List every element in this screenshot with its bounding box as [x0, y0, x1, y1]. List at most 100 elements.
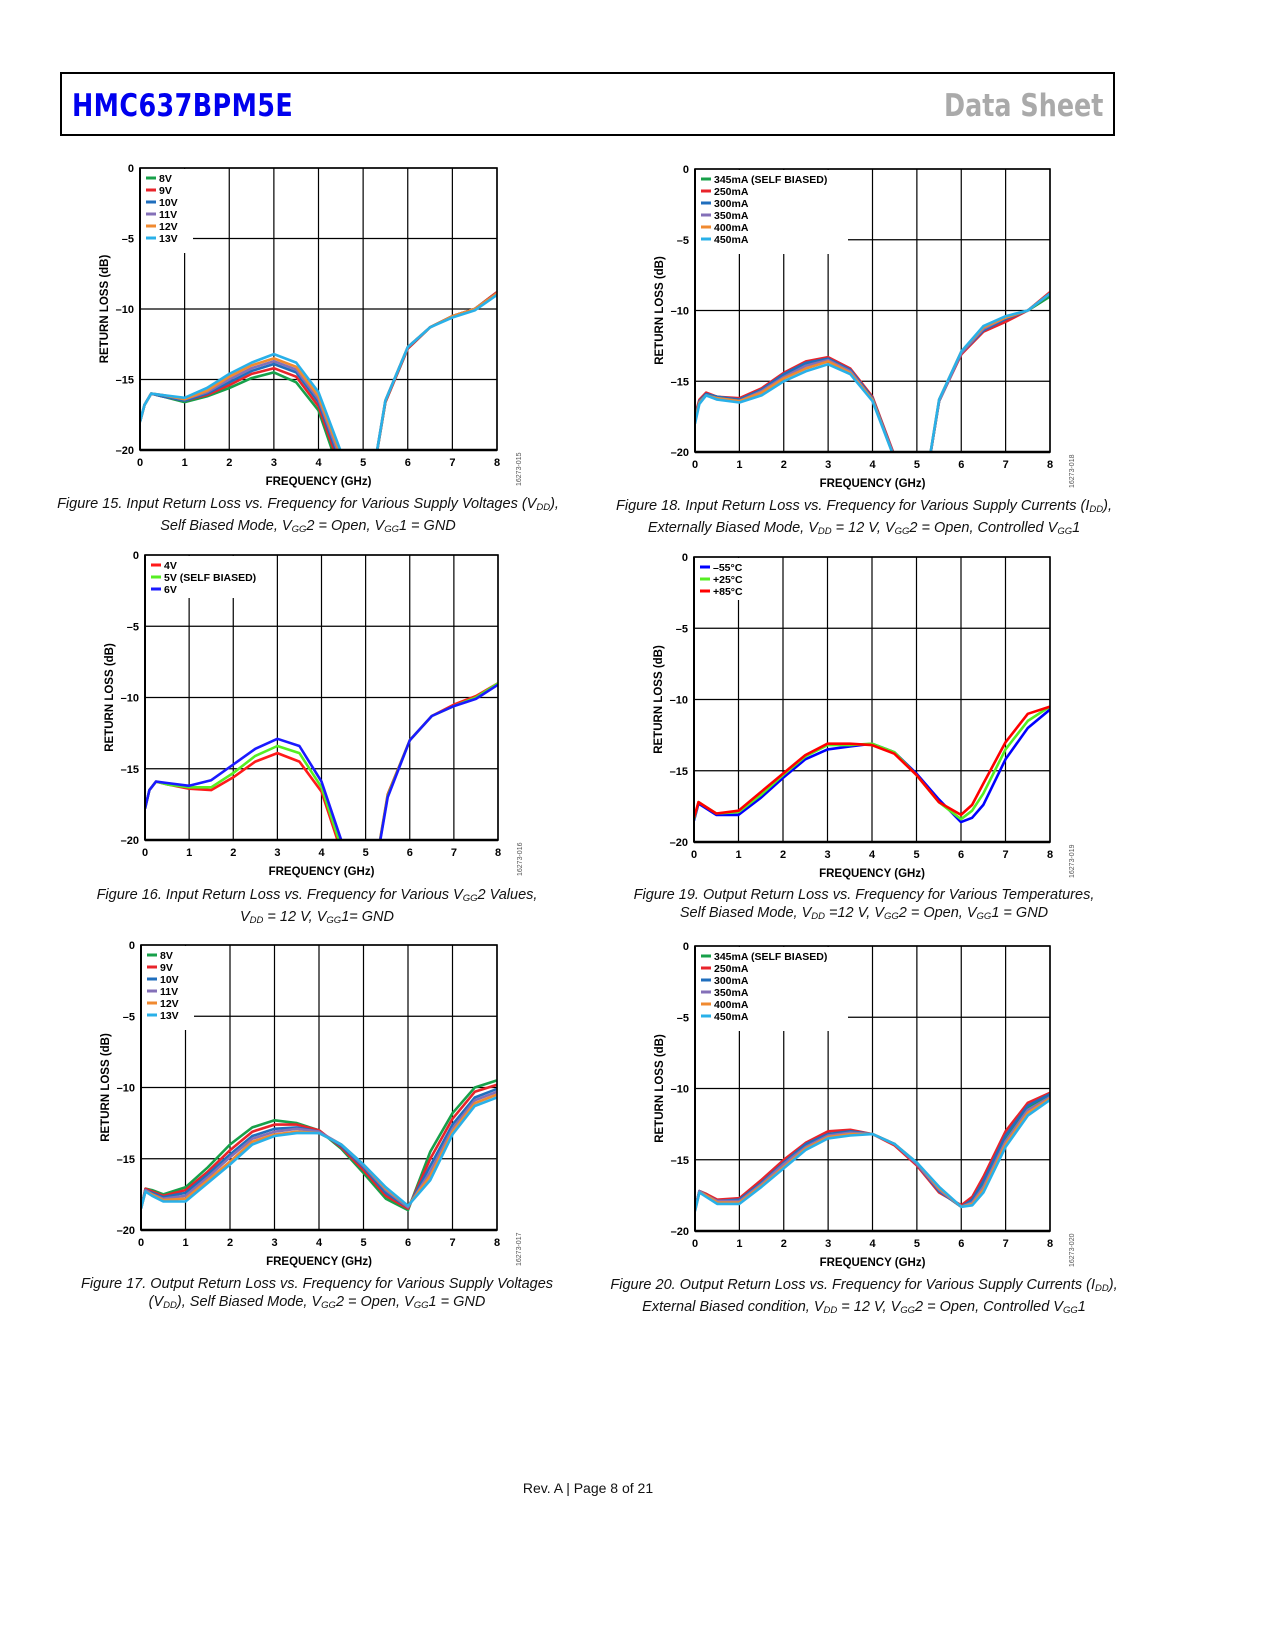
x-tick-label: 2	[227, 1237, 233, 1249]
x-tick-label: 8	[494, 457, 500, 469]
legend-label: 350mA	[714, 210, 749, 222]
figure-caption: Figure 15. Input Return Loss vs. Frequen…	[48, 495, 568, 539]
x-tick-label: 0	[691, 849, 697, 861]
caption-subscript: GG	[1057, 526, 1073, 537]
legend-label: 250mA	[714, 186, 749, 198]
caption-text: = 12 V, V	[263, 909, 327, 925]
x-tick-label: 6	[958, 459, 964, 471]
caption-subscript: DD	[1095, 1283, 1109, 1294]
x-tick-label: 7	[449, 457, 455, 469]
legend-label: 9V	[159, 185, 172, 197]
legend-label: 8V	[159, 173, 172, 185]
x-axis-label: FREQUENCY (GHz)	[820, 1257, 926, 1269]
x-tick-label: 4	[869, 1238, 876, 1250]
y-tick-label: –20	[670, 837, 688, 849]
caption-subscript: GG	[413, 1300, 429, 1311]
y-tick-label: –15	[117, 1154, 135, 1166]
x-tick-label: 8	[495, 847, 501, 859]
caption-text: ),	[1108, 1277, 1118, 1293]
caption-text: Figure 20. Output Return Loss vs. Freque…	[610, 1277, 1096, 1293]
y-tick-label: –20	[121, 835, 139, 847]
product-title: HMC637BPM5E	[72, 88, 294, 124]
x-tick-label: 7	[1003, 1238, 1009, 1250]
y-tick-label: –5	[677, 1012, 689, 1024]
caption-text: 1 = GND	[398, 518, 456, 534]
legend-label: 9V	[160, 962, 173, 974]
legend-label: 10V	[160, 974, 179, 986]
legend-label: 11V	[159, 209, 177, 221]
caption-text: Figure 18. Input Return Loss vs. Frequen…	[616, 498, 1090, 514]
x-tick-label: 7	[1002, 849, 1008, 861]
series-line-13v	[140, 293, 497, 450]
y-axis-label: RETURN LOSS (dB)	[654, 256, 666, 365]
x-tick-label: 1	[186, 847, 192, 859]
caption-subscript: GG	[321, 1300, 336, 1311]
legend-box	[696, 170, 848, 254]
y-tick-label: –10	[116, 304, 134, 316]
chart-svg: 0 1 2 3 4 5 6 7 8 0 –5 –10 –15 –20 345mA (SELF BIASED)…	[654, 941, 1076, 1269]
caption-text: = 12 V, V	[831, 520, 895, 536]
y-tick-label: –10	[671, 306, 689, 318]
caption-text: 1	[1077, 1299, 1086, 1315]
x-tick-label: 0	[138, 1237, 144, 1249]
caption-text: Externally Biased Mode, V	[647, 520, 818, 536]
figure-id: 16273-017	[516, 1232, 523, 1266]
x-tick-label: 4	[316, 1237, 323, 1249]
y-tick-label: 0	[682, 552, 688, 564]
y-tick-label: 0	[128, 163, 134, 175]
x-tick-label: 2	[230, 847, 236, 859]
figure-id: 16273-018	[1069, 454, 1076, 488]
legend-label: 12V	[159, 221, 178, 233]
x-tick-label: 2	[780, 849, 786, 861]
x-tick-label: 7	[449, 1237, 455, 1249]
caption-text: Self Biased Mode, V	[679, 905, 812, 921]
figure-id: 16273-019	[1069, 844, 1076, 878]
page-header: HMC637BPM5E Data Sheet	[60, 72, 1115, 136]
y-axis-label: RETURN LOSS (dB)	[99, 255, 111, 364]
y-tick-label: –5	[123, 1011, 135, 1023]
figure-caption: Figure 17. Output Return Loss vs. Freque…	[57, 1275, 577, 1315]
x-tick-label: 8	[494, 1237, 500, 1249]
caption-text: 2 = Open, Controlled V	[915, 1299, 1063, 1315]
x-tick-label: 3	[825, 1238, 831, 1250]
legend-label: 450mA	[714, 234, 749, 246]
caption-text: 1 = GND	[991, 905, 1049, 921]
caption-subscript: GG	[900, 1305, 916, 1316]
caption-text: ),	[1103, 498, 1112, 514]
x-tick-label: 7	[451, 847, 457, 859]
legend-label: 12V	[160, 998, 179, 1010]
caption-text: Figure 17. Output Return Loss vs. Freque…	[80, 1276, 554, 1292]
legend-label: +85°C	[713, 586, 743, 598]
caption-text: Figure 15. Input Return Loss vs. Frequen…	[57, 496, 537, 512]
x-tick-label: 5	[363, 847, 369, 859]
legend-label: 8V	[160, 950, 173, 962]
caption-subscript: GG	[883, 911, 899, 922]
x-axis-label: FREQUENCY (GHz)	[266, 476, 372, 488]
x-tick-label: 0	[142, 847, 148, 859]
figure-id: 16273-020	[1069, 1233, 1076, 1267]
caption-text: V	[240, 909, 250, 925]
y-tick-label: –10	[670, 695, 688, 707]
caption-subscript: GG	[894, 526, 910, 537]
series-line-9v	[141, 1083, 497, 1210]
x-tick-label: 4	[869, 459, 876, 471]
legend-label: 13V	[160, 1010, 179, 1022]
series-line--85-c	[694, 705, 1050, 819]
x-tick-label: 0	[137, 457, 143, 469]
x-tick-label: 5	[914, 1238, 920, 1250]
caption-subscript: GG	[1062, 1305, 1078, 1316]
x-tick-label: 6	[405, 457, 411, 469]
legend-label: 250mA	[714, 963, 749, 975]
x-tick-label: 5	[360, 457, 366, 469]
y-tick-label: –20	[671, 447, 689, 459]
x-tick-label: 3	[824, 849, 830, 861]
y-tick-label: –20	[116, 445, 134, 457]
legend-label: 300mA	[714, 198, 749, 210]
y-tick-label: 0	[129, 940, 135, 952]
y-tick-label: –15	[670, 766, 688, 778]
y-axis-label: RETURN LOSS (dB)	[653, 645, 665, 754]
x-tick-label: 6	[958, 1238, 964, 1250]
chart-figure: 0 1 2 3 4 5 6 7 8 0 –5 –10 –15 –20 345mA (SELF BIASED)…	[615, 934, 1090, 1286]
legend-box	[696, 947, 848, 1031]
